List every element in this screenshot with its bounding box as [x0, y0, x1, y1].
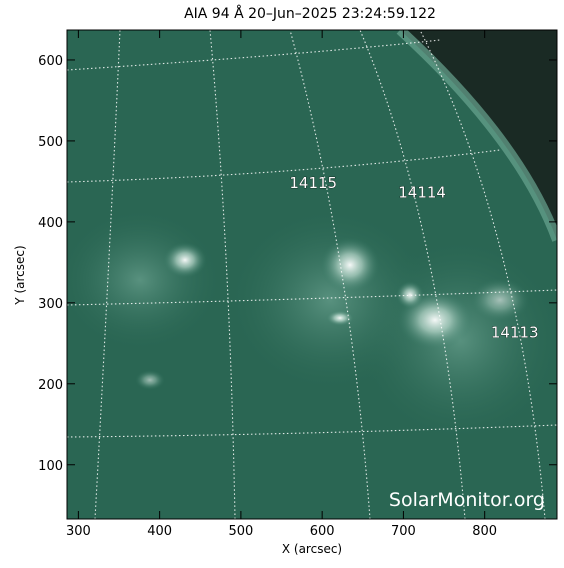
- limb: [396, 30, 557, 242]
- x-tick-label: 300: [66, 524, 91, 539]
- watermark: SolarMonitor.org: [389, 489, 545, 511]
- off-limb: [400, 30, 557, 240]
- region-glow: [67, 210, 220, 350]
- heliographic-grid: [209, 30, 236, 519]
- region-label: 14114: [398, 184, 446, 202]
- y-tick-label: 200: [38, 378, 63, 393]
- heliographic-grid: [94, 30, 121, 519]
- bright-loop: [470, 278, 530, 322]
- x-tick-label: 600: [310, 524, 335, 539]
- region-label: 14115: [289, 174, 337, 192]
- y-tick-label: 600: [38, 54, 63, 69]
- x-axis-label: X (arcsec): [282, 542, 342, 556]
- heliographic-grid: [67, 289, 557, 306]
- bright-loop: [396, 281, 424, 309]
- chart-title: AIA 94 Å 20–Jun–2025 23:24:59.122: [184, 5, 436, 22]
- heliographic-grid: [67, 149, 501, 183]
- y-axis-label: Y (arcsec): [13, 245, 27, 305]
- bright-loop: [163, 242, 207, 278]
- x-tick-label: 500: [228, 524, 253, 539]
- solar-image: [67, 30, 557, 519]
- bright-loop: [320, 237, 380, 293]
- y-tick-label: 400: [38, 216, 63, 231]
- x-tick-label: 800: [472, 524, 497, 539]
- y-tick-label: 100: [38, 459, 63, 474]
- heliographic-grid: [359, 30, 466, 519]
- heliographic-grid: [289, 30, 371, 519]
- x-tick-label: 700: [391, 524, 416, 539]
- region-label: 14113: [491, 324, 539, 342]
- y-tick-label: 500: [38, 135, 63, 150]
- heliographic-grid: [67, 424, 557, 438]
- x-tick-label: 400: [147, 524, 172, 539]
- y-tick-label: 300: [38, 297, 63, 312]
- heliographic-grid: [419, 30, 546, 519]
- bright-loop: [135, 370, 165, 390]
- heliographic-grid: [67, 39, 441, 71]
- bright-loop: [326, 310, 354, 326]
- plot-frame: [66, 29, 558, 520]
